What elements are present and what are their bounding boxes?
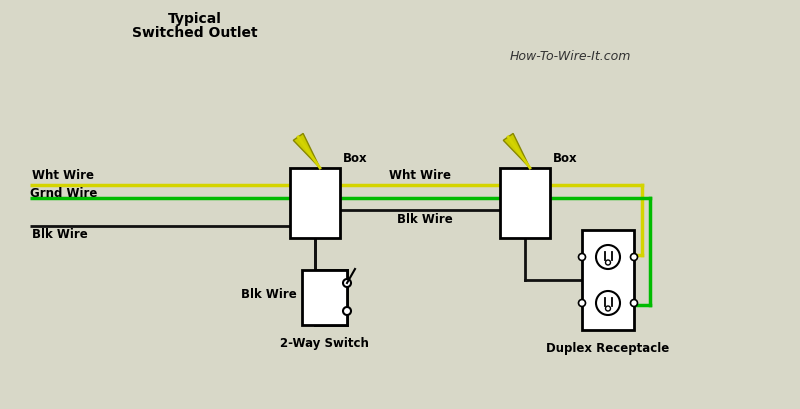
Text: Blk Wire: Blk Wire: [242, 288, 297, 301]
Circle shape: [606, 260, 610, 265]
Circle shape: [606, 306, 610, 311]
Text: Grnd Wire: Grnd Wire: [30, 187, 98, 200]
Bar: [302, 270, 347, 325]
Circle shape: [596, 245, 620, 269]
Text: 2-Way Switch: 2-Way Switch: [279, 337, 369, 350]
Bar: [290, 168, 340, 238]
Bar: [582, 230, 634, 330]
Polygon shape: [503, 133, 530, 168]
Circle shape: [630, 254, 638, 261]
Bar: [500, 168, 550, 238]
Text: How-To-Wire-It.com: How-To-Wire-It.com: [510, 50, 630, 63]
Text: Blk Wire: Blk Wire: [32, 228, 88, 241]
Text: Blk Wire: Blk Wire: [397, 213, 453, 226]
Text: Box: Box: [343, 152, 368, 165]
Text: Wht Wire: Wht Wire: [389, 169, 451, 182]
Text: Switched Outlet: Switched Outlet: [132, 26, 258, 40]
Text: Duplex Receptacle: Duplex Receptacle: [546, 342, 670, 355]
Circle shape: [343, 279, 351, 287]
Circle shape: [630, 299, 638, 306]
Polygon shape: [294, 133, 320, 168]
Circle shape: [596, 291, 620, 315]
Text: Box: Box: [553, 152, 578, 165]
Circle shape: [578, 254, 586, 261]
Text: Wht Wire: Wht Wire: [32, 169, 94, 182]
Circle shape: [578, 299, 586, 306]
Circle shape: [343, 307, 351, 315]
Text: Typical: Typical: [168, 12, 222, 26]
